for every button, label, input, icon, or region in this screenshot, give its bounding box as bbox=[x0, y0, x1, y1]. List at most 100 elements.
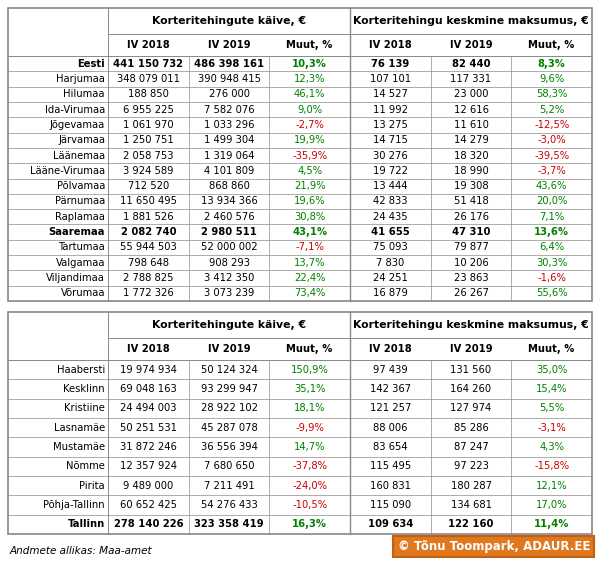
Text: Läänemaa: Läänemaa bbox=[53, 151, 105, 160]
Text: 50 124 324: 50 124 324 bbox=[200, 365, 257, 375]
Text: 13 275: 13 275 bbox=[373, 120, 408, 130]
Text: 2 082 740: 2 082 740 bbox=[121, 227, 176, 237]
Text: 73,4%: 73,4% bbox=[294, 288, 325, 298]
Text: 17,0%: 17,0% bbox=[536, 500, 568, 510]
Text: 2 460 576: 2 460 576 bbox=[203, 212, 254, 222]
Text: 115 090: 115 090 bbox=[370, 500, 411, 510]
Text: © Tõnu Toompark, ADAUR.EE: © Tõnu Toompark, ADAUR.EE bbox=[398, 540, 590, 553]
Text: 4 101 809: 4 101 809 bbox=[204, 166, 254, 176]
Text: 10,3%: 10,3% bbox=[292, 59, 327, 69]
Text: 75 093: 75 093 bbox=[373, 243, 408, 252]
Text: Haabersti: Haabersti bbox=[57, 365, 105, 375]
Text: 82 440: 82 440 bbox=[452, 59, 490, 69]
Text: 15,4%: 15,4% bbox=[536, 384, 568, 394]
Text: 150,9%: 150,9% bbox=[291, 365, 329, 375]
Text: 5,5%: 5,5% bbox=[539, 403, 564, 413]
Text: 7 211 491: 7 211 491 bbox=[203, 481, 254, 490]
Text: IV 2018: IV 2018 bbox=[369, 344, 412, 354]
Text: 9,6%: 9,6% bbox=[539, 74, 564, 84]
Text: 19 722: 19 722 bbox=[373, 166, 408, 176]
Text: 43,1%: 43,1% bbox=[292, 227, 327, 237]
Text: 12,3%: 12,3% bbox=[294, 74, 325, 84]
Text: -24,0%: -24,0% bbox=[292, 481, 327, 490]
Text: 93 299 947: 93 299 947 bbox=[200, 384, 257, 394]
Text: 58,3%: 58,3% bbox=[536, 89, 568, 99]
Text: 12,1%: 12,1% bbox=[536, 481, 568, 490]
Text: Tartumaa: Tartumaa bbox=[58, 243, 105, 252]
Text: 35,1%: 35,1% bbox=[294, 384, 325, 394]
Text: 14,7%: 14,7% bbox=[294, 442, 325, 452]
Text: 23 863: 23 863 bbox=[454, 273, 488, 283]
Text: 12 357 924: 12 357 924 bbox=[120, 461, 177, 471]
Text: Korteritehingu keskmine maksumus, €: Korteritehingu keskmine maksumus, € bbox=[353, 320, 589, 330]
Text: 2 980 511: 2 980 511 bbox=[201, 227, 257, 237]
Text: Jõgevamaa: Jõgevamaa bbox=[50, 120, 105, 130]
Text: Korteritehingute käive, €: Korteritehingute käive, € bbox=[152, 320, 306, 330]
Text: 26 176: 26 176 bbox=[454, 212, 488, 222]
Text: 30,8%: 30,8% bbox=[294, 212, 325, 222]
Text: -35,9%: -35,9% bbox=[292, 151, 327, 160]
Text: 19 974 934: 19 974 934 bbox=[120, 365, 177, 375]
Text: 19,9%: 19,9% bbox=[294, 135, 325, 145]
Text: 712 520: 712 520 bbox=[128, 181, 169, 191]
Text: -37,8%: -37,8% bbox=[292, 461, 327, 471]
Text: 14 527: 14 527 bbox=[373, 89, 408, 99]
Text: 486 398 161: 486 398 161 bbox=[194, 59, 264, 69]
Text: 19,6%: 19,6% bbox=[294, 196, 325, 207]
Text: -3,7%: -3,7% bbox=[537, 166, 566, 176]
Text: 127 974: 127 974 bbox=[451, 403, 491, 413]
Text: 18 990: 18 990 bbox=[454, 166, 488, 176]
Text: 117 331: 117 331 bbox=[451, 74, 491, 84]
Text: Pärnumaa: Pärnumaa bbox=[55, 196, 105, 207]
Text: 12 616: 12 616 bbox=[454, 104, 488, 115]
Text: 3 073 239: 3 073 239 bbox=[204, 288, 254, 298]
Text: 18 320: 18 320 bbox=[454, 151, 488, 160]
Text: 19 308: 19 308 bbox=[454, 181, 488, 191]
Text: 23 000: 23 000 bbox=[454, 89, 488, 99]
Text: 24 494 003: 24 494 003 bbox=[120, 403, 176, 413]
Text: 5,2%: 5,2% bbox=[539, 104, 564, 115]
Text: 390 948 415: 390 948 415 bbox=[197, 74, 260, 84]
Text: 121 257: 121 257 bbox=[370, 403, 411, 413]
Text: 20,0%: 20,0% bbox=[536, 196, 568, 207]
Text: 164 260: 164 260 bbox=[451, 384, 491, 394]
Text: Raplamaa: Raplamaa bbox=[55, 212, 105, 222]
Text: IV 2019: IV 2019 bbox=[449, 40, 493, 50]
Text: 60 652 425: 60 652 425 bbox=[120, 500, 177, 510]
Text: 3 412 350: 3 412 350 bbox=[204, 273, 254, 283]
Text: IV 2018: IV 2018 bbox=[127, 344, 170, 354]
Text: 55,6%: 55,6% bbox=[536, 288, 568, 298]
Text: 87 247: 87 247 bbox=[454, 442, 488, 452]
Text: 1 881 526: 1 881 526 bbox=[123, 212, 173, 222]
Text: -9,9%: -9,9% bbox=[295, 423, 324, 433]
Text: 97 223: 97 223 bbox=[454, 461, 488, 471]
Text: Põlvamaa: Põlvamaa bbox=[56, 181, 105, 191]
Text: 9,0%: 9,0% bbox=[297, 104, 322, 115]
Text: 13,7%: 13,7% bbox=[294, 258, 325, 268]
Text: Harjumaa: Harjumaa bbox=[56, 74, 105, 84]
Text: Muut, %: Muut, % bbox=[286, 40, 333, 50]
Text: 41 655: 41 655 bbox=[371, 227, 410, 237]
Text: 16,3%: 16,3% bbox=[292, 520, 327, 529]
Text: 131 560: 131 560 bbox=[451, 365, 491, 375]
Text: IV 2018: IV 2018 bbox=[127, 40, 170, 50]
Text: 24 251: 24 251 bbox=[373, 273, 408, 283]
Text: 115 495: 115 495 bbox=[370, 461, 411, 471]
Text: 45 287 078: 45 287 078 bbox=[200, 423, 257, 433]
Text: 1 033 296: 1 033 296 bbox=[204, 120, 254, 130]
Text: Muut, %: Muut, % bbox=[286, 344, 333, 354]
Text: 122 160: 122 160 bbox=[448, 520, 494, 529]
Text: Nõmme: Nõmme bbox=[66, 461, 105, 471]
Text: 13 444: 13 444 bbox=[373, 181, 407, 191]
Text: 1 061 970: 1 061 970 bbox=[123, 120, 173, 130]
Text: Korteritehingu keskmine maksumus, €: Korteritehingu keskmine maksumus, € bbox=[353, 16, 589, 26]
Text: -7,1%: -7,1% bbox=[295, 243, 324, 252]
Text: 11 650 495: 11 650 495 bbox=[120, 196, 177, 207]
Text: 11,4%: 11,4% bbox=[534, 520, 569, 529]
Text: 42 833: 42 833 bbox=[373, 196, 407, 207]
Text: 85 286: 85 286 bbox=[454, 423, 488, 433]
Text: 2 058 753: 2 058 753 bbox=[123, 151, 173, 160]
Text: 14 715: 14 715 bbox=[373, 135, 408, 145]
Text: 36 556 394: 36 556 394 bbox=[200, 442, 257, 452]
Text: 50 251 531: 50 251 531 bbox=[120, 423, 177, 433]
